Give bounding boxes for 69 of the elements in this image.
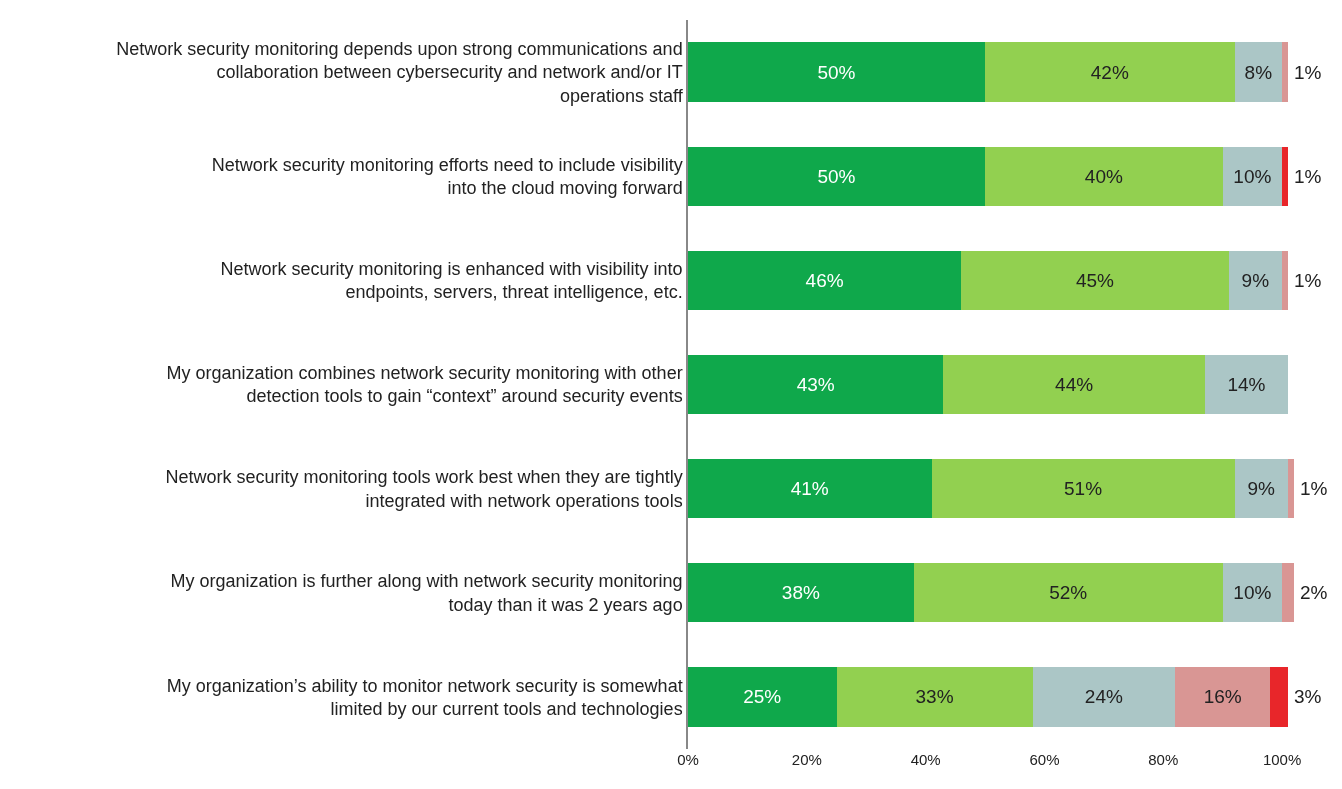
data-label: 3% xyxy=(1294,686,1322,707)
data-label: 8% xyxy=(1244,61,1273,83)
bar xyxy=(1282,250,1289,311)
bar xyxy=(1032,667,1176,727)
bar xyxy=(1234,42,1283,102)
bar xyxy=(688,42,986,102)
bar xyxy=(1282,563,1294,623)
data-label: 46% xyxy=(805,269,844,291)
y-tick-label: My organization combines network security monitoring with other detection tools to gain “context” around security events xyxy=(166,363,683,407)
y-tick-label: My organization’s ability to monitor network security is somewhat limited by our current tools and technologies xyxy=(166,675,683,719)
bar xyxy=(943,354,1205,415)
bar xyxy=(688,250,962,311)
bar xyxy=(1288,458,1294,519)
bar xyxy=(931,458,1235,519)
bar xyxy=(913,563,1223,623)
bar xyxy=(688,667,837,727)
data-label: 50% xyxy=(817,61,856,83)
data-label: 9% xyxy=(1247,478,1276,500)
bar xyxy=(688,563,914,623)
x-tick-label: 40% xyxy=(910,751,941,768)
data-label: 1% xyxy=(1294,270,1322,291)
x-tick-label: 100% xyxy=(1262,751,1302,768)
data-label: 9% xyxy=(1241,269,1270,291)
data-label: 25% xyxy=(743,686,782,708)
bar xyxy=(1222,146,1283,206)
y-tick-label: Network security monitoring depends upon strong communications and collaboration between cybersecurity and network and/or IT operations staff xyxy=(116,38,684,106)
y-tick-label: My organization is further along with network security monitoring today than it was 2 years ago xyxy=(170,571,683,615)
data-label: 2% xyxy=(1300,582,1328,603)
bar xyxy=(1204,354,1289,415)
bar xyxy=(1282,146,1289,206)
data-label: 10% xyxy=(1233,582,1272,604)
bar xyxy=(1222,563,1283,623)
data-label: 51% xyxy=(1064,478,1103,500)
data-label: 44% xyxy=(1055,374,1094,395)
bar xyxy=(1234,458,1289,519)
bar xyxy=(1270,667,1289,727)
data-label: 45% xyxy=(1075,269,1115,291)
data-label: 10% xyxy=(1233,165,1272,187)
y-tick-label: Network security monitoring is enhanced with visibility into endpoints, servers, threat intelligence, etc. xyxy=(220,258,683,303)
data-label: 16% xyxy=(1203,686,1242,708)
bar xyxy=(985,146,1223,206)
bar xyxy=(688,354,944,415)
bar xyxy=(688,146,986,206)
data-label: 24% xyxy=(1084,686,1123,708)
bar xyxy=(985,42,1235,102)
data-label: 52% xyxy=(1049,582,1088,604)
data-label: 14% xyxy=(1227,374,1266,395)
data-label: 1% xyxy=(1300,478,1328,499)
x-tick-label: 60% xyxy=(1029,751,1060,768)
data-label: 1% xyxy=(1294,166,1322,187)
data-label: 33% xyxy=(915,686,954,708)
data-label: 43% xyxy=(796,374,835,395)
x-tick-label: 0% xyxy=(677,751,699,768)
data-label: 42% xyxy=(1090,61,1129,83)
bar xyxy=(1175,667,1271,727)
x-tick-label: 80% xyxy=(1148,751,1179,768)
x-tick-label: 20% xyxy=(791,751,822,768)
data-label: 40% xyxy=(1084,165,1123,187)
bar xyxy=(836,667,1033,727)
bar xyxy=(961,250,1229,311)
bar xyxy=(1228,250,1283,311)
data-label: 50% xyxy=(817,165,856,187)
bar xyxy=(1282,42,1289,102)
data-label: 38% xyxy=(781,582,820,604)
bar xyxy=(688,458,932,519)
data-label: 41% xyxy=(790,478,829,500)
y-tick-label: Network security monitoring tools work best when they are tightly integrated with network operations tools xyxy=(165,467,683,511)
data-label: 1% xyxy=(1294,62,1322,83)
y-tick-label: Network security monitoring efforts need to include visibility into the cloud moving forward xyxy=(211,154,683,199)
